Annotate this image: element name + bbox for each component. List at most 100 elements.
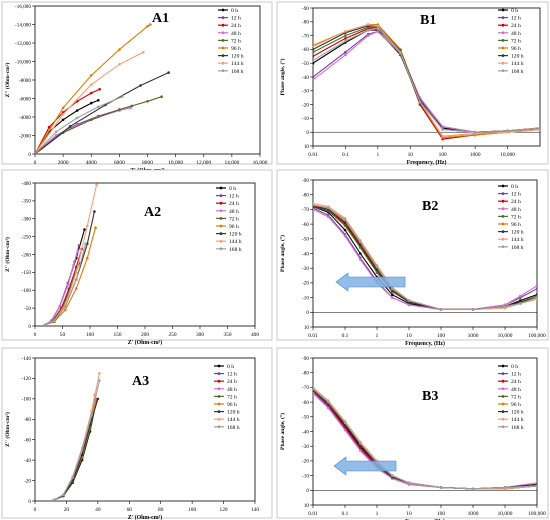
y-axis-title: Phase angle, (°) <box>279 413 286 450</box>
data-point <box>327 206 330 210</box>
legend-entry: 12 h <box>227 372 237 378</box>
data-point <box>149 23 152 26</box>
panel-b1: 100-10-20-30-40-50-60-70-80-900.01 0.1 1 10… <box>276 1 549 166</box>
y-tick-label: -30 <box>302 444 309 450</box>
legend-marker <box>219 247 223 251</box>
x-tick-label: 100 <box>439 152 447 158</box>
panel-label: A1 <box>152 11 169 26</box>
data-point <box>86 224 89 228</box>
data-point <box>535 287 537 291</box>
legend-marker <box>219 201 223 205</box>
y-tick-label: -350 <box>21 199 31 205</box>
y-tick-label: -50 <box>302 237 309 243</box>
y-tick-label: -2000 <box>19 133 32 139</box>
data-point <box>343 221 347 224</box>
y-tick-label: -14,000 <box>15 22 31 28</box>
legend-entry: 24 h <box>511 23 521 29</box>
legend-entry: 48 h <box>227 387 237 393</box>
data-point <box>54 130 58 134</box>
data-point <box>43 323 47 326</box>
data-point <box>359 442 362 445</box>
y-tick-label: -16,000 <box>15 4 31 10</box>
data-point <box>71 479 74 482</box>
legend-marker <box>219 209 223 213</box>
legend-marker <box>221 46 225 50</box>
x-tick-label: 250 <box>168 332 176 338</box>
data-point <box>344 50 347 54</box>
legend-entry: 0 h <box>511 184 518 190</box>
y-tick-label: -40 <box>302 429 309 435</box>
data-point <box>120 95 124 98</box>
y-tick-label: -90 <box>302 178 309 184</box>
y-tick-label: -90 <box>302 356 309 362</box>
data-point <box>471 487 475 491</box>
legend-entry: 168 h <box>231 69 244 75</box>
legend-marker <box>219 217 223 220</box>
y-tick-label: -150 <box>21 270 31 276</box>
y-tick-label: -50 <box>302 61 309 67</box>
x-tick-label: 0.1 <box>342 333 349 339</box>
x-tick-label: 80 <box>158 507 164 513</box>
x-tick-label: 12,000 <box>196 160 211 166</box>
y-tick-label: -200 <box>21 252 31 258</box>
legend-marker <box>501 31 505 35</box>
legend-entry: 144 h <box>227 417 240 423</box>
data-point <box>343 228 347 232</box>
data-point <box>366 28 370 32</box>
x-tick-label: 10,000 <box>498 333 513 339</box>
data-point <box>90 101 93 105</box>
panel-a2: 0 -50 -100 -150 -200 -250 -300 -350 -400 0 50 100 15… <box>1 169 273 346</box>
x-tick-label: 8000 <box>142 160 153 166</box>
data-point <box>535 484 537 488</box>
y-tick-label: -8000 <box>19 78 32 84</box>
legend-entry: 168 h <box>511 245 524 251</box>
legend-marker <box>221 54 225 57</box>
panel-a1: 0 -2000 -4000 -6000 -8000 -10,000 -12,000 -14,0… <box>1 1 273 174</box>
x-tick-label: 350 <box>223 332 231 338</box>
x-tick-label: 300 <box>196 332 204 338</box>
y-tick-label: -6000 <box>19 96 32 102</box>
x-tick-label: 60 <box>127 507 133 513</box>
legend-entry: 72 h <box>229 216 239 222</box>
legend-entry: 0 h <box>227 364 234 370</box>
y-tick-label: -300 <box>21 217 31 223</box>
legend-entry: 48 h <box>231 31 241 37</box>
legend-entry: 120 h <box>511 230 524 236</box>
data-point <box>75 278 78 281</box>
data-point <box>375 268 379 272</box>
data-point <box>160 95 163 98</box>
panel-a3: 0 -20 -40 -60 -80 -100 -120 -140 0 20 40 60 80 100 120… <box>1 347 273 520</box>
panel-b2: 100-10-20-30-40-50-60-70-80-900.01 0.1 1 10… <box>276 169 549 347</box>
data-point <box>359 446 362 450</box>
legend-entry: 72 h <box>511 394 521 400</box>
y-tick-label: -20 <box>302 281 309 287</box>
legend-marker <box>501 61 505 65</box>
x-tick-label: 100 <box>437 333 445 339</box>
x-tick-label: 0.01 <box>308 333 318 339</box>
y-axis-title: Phase angle, (°) <box>279 58 286 95</box>
x-tick-label: 1 <box>377 152 380 158</box>
y-tick-label: -90 <box>302 6 309 12</box>
x-tick-label: 140 <box>251 507 259 513</box>
data-point <box>98 372 101 375</box>
legend-entry: 120 h <box>511 410 524 416</box>
x-tick-label: 1000 <box>468 333 479 339</box>
data-point <box>471 308 475 311</box>
legend-entry: 168 h <box>511 69 524 75</box>
x-tick-label: 4000 <box>86 160 97 166</box>
data-point <box>344 53 347 57</box>
data-point <box>407 299 411 302</box>
legend-entry: 48 h <box>511 387 521 393</box>
series-168h <box>43 242 87 326</box>
y-tick-label: -70 <box>302 207 309 213</box>
legend-entry: 24 h <box>229 201 239 207</box>
y-tick-label: -40 <box>302 251 309 257</box>
data-point <box>75 116 79 120</box>
x-tick-label: 0 <box>34 507 37 513</box>
data-point <box>146 25 149 28</box>
legend-marker <box>501 184 505 188</box>
legend-marker <box>501 192 505 196</box>
data-point <box>98 379 101 382</box>
y-tick-label: -80 <box>302 20 309 26</box>
